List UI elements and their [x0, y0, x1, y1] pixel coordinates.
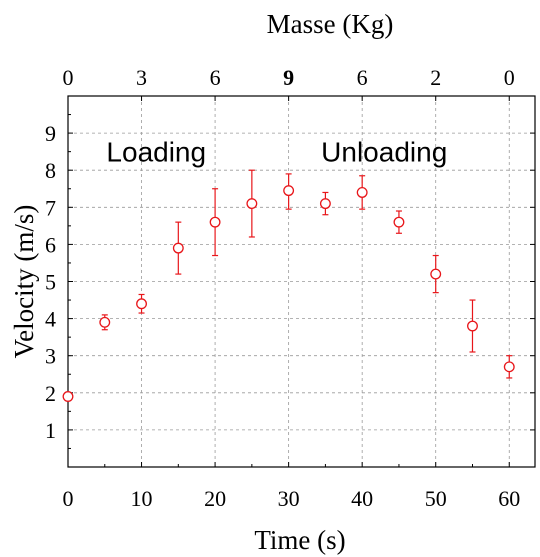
data-point [136, 298, 147, 310]
data-point [393, 216, 405, 228]
top-tick-label: 2 [430, 65, 441, 90]
x-tick-label: 10 [131, 486, 153, 511]
y-tick-label: 3 [45, 344, 56, 369]
data-point [430, 268, 442, 280]
data-point [503, 361, 515, 373]
x-tick-label: 50 [425, 486, 447, 511]
y-tick-label: 9 [45, 121, 56, 146]
top-tick-label: 6 [357, 65, 368, 90]
x-axis-title: Time (s) [254, 525, 345, 555]
grid-lines [68, 96, 535, 467]
x-tick-label: 0 [63, 486, 74, 511]
y-axis-title: Velocity (m/s) [9, 205, 39, 359]
top-tick-label: 0 [504, 65, 515, 90]
annotation-unloading: Unloading [321, 137, 447, 168]
data-point [62, 391, 74, 402]
y-tick-label: 4 [45, 307, 56, 332]
x-tick-label: 20 [204, 486, 226, 511]
top-tick-label: 6 [210, 65, 221, 90]
data-point [246, 198, 258, 210]
data-series [62, 169, 515, 402]
y-tick-label: 2 [45, 381, 56, 406]
y-tick-label: 5 [45, 270, 56, 295]
y-tick-label: 8 [45, 158, 56, 183]
data-point [319, 198, 331, 210]
x-tick-label: 40 [351, 486, 373, 511]
top-tick-label: 0 [63, 65, 74, 90]
annotation-loading: Loading [106, 137, 206, 168]
data-point [209, 216, 221, 228]
data-point [283, 185, 295, 197]
data-point [99, 316, 111, 328]
y-tick-label: 7 [45, 195, 56, 220]
top-tick-label: 3 [136, 65, 147, 90]
y-tick-label: 1 [45, 418, 56, 443]
x-tick-label: 60 [498, 486, 520, 511]
y-tick-label: 6 [45, 232, 56, 257]
x-tick-label: 30 [278, 486, 300, 511]
data-point [356, 187, 368, 198]
top-axis-title: Masse (Kg) [267, 9, 394, 39]
data-point [172, 242, 184, 254]
data-point [467, 320, 478, 332]
top-tick-label: 9 [283, 65, 294, 90]
